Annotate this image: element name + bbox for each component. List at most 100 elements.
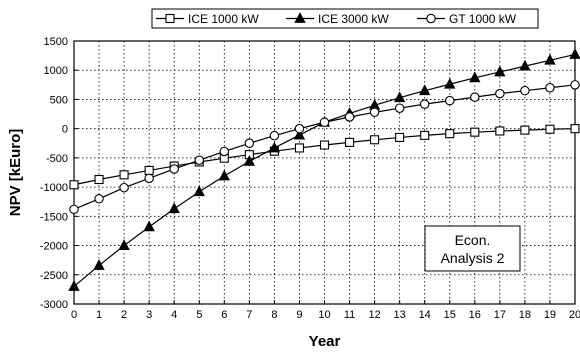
data-point	[219, 146, 230, 157]
data-point	[419, 99, 430, 109]
x-tick-label: 1	[96, 309, 102, 321]
x-tick-label: 6	[221, 309, 227, 321]
x-tick-label: 3	[146, 309, 152, 321]
data-point	[545, 124, 555, 134]
annotation-line-1: Econ.	[455, 232, 491, 248]
data-point	[94, 174, 104, 185]
data-point	[444, 95, 455, 106]
data-point	[520, 125, 530, 135]
legend-label: ICE 1000 kW	[188, 12, 259, 26]
data-point	[194, 155, 205, 165]
y-tick-label: -2500	[40, 270, 68, 282]
data-point	[243, 155, 256, 166]
data-point	[119, 170, 129, 180]
data-point	[319, 140, 330, 150]
y-tick-label: 1500	[44, 36, 68, 48]
x-tick-label: 10	[318, 309, 330, 321]
legend-item: ICE 3000 kW	[286, 12, 389, 26]
data-point	[293, 128, 306, 140]
data-point	[469, 71, 481, 83]
legend-marker	[294, 12, 306, 23]
data-point	[269, 130, 280, 141]
data-point	[294, 123, 305, 134]
data-point	[470, 127, 480, 137]
y-tick-label: -1000	[40, 182, 68, 194]
data-point	[419, 84, 431, 96]
data-point	[393, 91, 406, 103]
legend-item: ICE 1000 kW	[156, 12, 259, 26]
x-tick-label: 2	[121, 309, 127, 321]
data-point	[244, 138, 255, 149]
data-point	[168, 202, 180, 214]
x-tick-label: 15	[444, 309, 456, 321]
x-tick-label: 9	[296, 309, 302, 321]
data-point	[370, 135, 380, 145]
x-tick-label: 11	[344, 309, 355, 321]
data-point	[93, 259, 105, 270]
data-series	[68, 48, 580, 291]
x-tick-label: 0	[71, 309, 77, 321]
x-tick-label: 13	[394, 309, 406, 321]
y-tick-label: 1000	[44, 65, 68, 77]
x-axis-title: Year	[309, 333, 341, 350]
data-point	[470, 92, 480, 102]
y-tick-label: 0	[62, 124, 68, 136]
x-tick-label: 19	[544, 309, 556, 321]
y-tick-label: -1500	[40, 211, 68, 223]
data-point	[344, 137, 355, 147]
data-point	[569, 48, 580, 59]
data-point	[570, 80, 580, 90]
x-tick-label: 12	[368, 309, 380, 321]
y-tick-label: 500	[50, 94, 68, 106]
data-point	[193, 185, 205, 197]
legend-label: ICE 3000 kW	[318, 12, 389, 26]
data-point	[69, 180, 79, 190]
data-point	[570, 124, 580, 134]
data-point	[144, 165, 154, 176]
annotation-line-2: Analysis 2	[441, 250, 505, 266]
data-point	[394, 103, 405, 113]
data-point	[520, 85, 530, 96]
data-point	[294, 143, 305, 153]
y-tick-label: -500	[46, 153, 68, 165]
x-tick-label: 18	[519, 309, 531, 321]
legend-marker	[426, 13, 436, 24]
legend-item: GT 1000 kW	[417, 12, 517, 26]
data-point	[495, 126, 505, 136]
annotation-frame	[424, 225, 521, 272]
data-point	[444, 77, 456, 89]
axis-ticks	[73, 40, 576, 305]
data-point	[420, 130, 430, 140]
data-point	[69, 204, 79, 215]
data-point	[344, 112, 355, 122]
x-tick-label: 4	[171, 309, 177, 321]
data-point	[68, 280, 80, 291]
y-tick-label: -3000	[40, 299, 68, 311]
x-tick-label: 7	[246, 309, 252, 321]
data-point	[544, 53, 556, 65]
data-point	[494, 65, 506, 77]
data-point	[119, 182, 129, 193]
legend: ICE 1000 kW ICE 3000 kW GT 1000 kW	[151, 8, 539, 29]
data-point	[94, 194, 104, 204]
x-tick-label: 16	[469, 309, 481, 321]
data-point	[519, 59, 531, 71]
data-point	[395, 132, 405, 142]
x-tick-label: 17	[494, 309, 506, 321]
annotation-box: Econ. Analysis 2	[424, 225, 521, 272]
data-point	[445, 129, 455, 139]
data-point	[545, 83, 555, 93]
x-tick-label: 14	[419, 309, 431, 321]
data-point	[144, 173, 154, 184]
series-circle-open	[69, 80, 580, 215]
legend-label: GT 1000 kW	[449, 12, 517, 26]
data-point	[118, 239, 130, 250]
data-point	[495, 88, 505, 99]
x-tick-label: 20	[569, 309, 580, 321]
x-tick-label: 5	[196, 309, 202, 321]
x-tick-label: 8	[271, 309, 277, 321]
data-point	[218, 169, 230, 181]
data-point	[268, 141, 281, 153]
